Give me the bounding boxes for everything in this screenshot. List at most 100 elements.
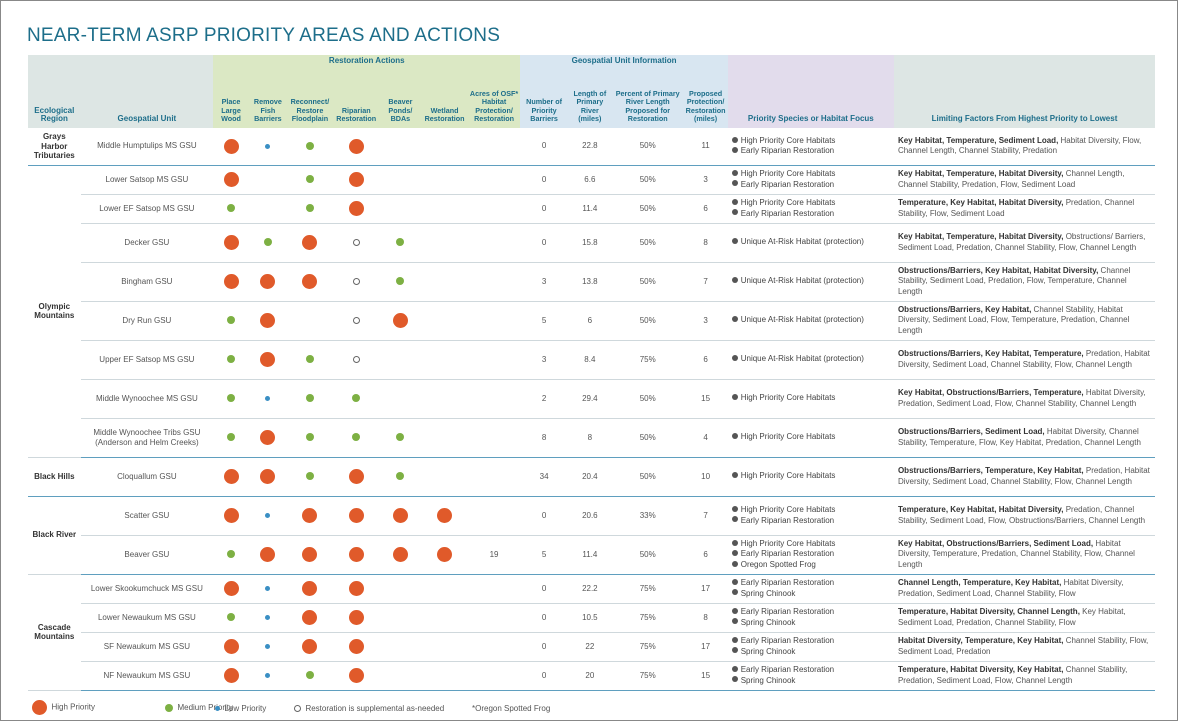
low-priority-dot-icon (265, 512, 271, 518)
acres-cell (467, 418, 521, 458)
action-cell-beaver-ponds (379, 262, 422, 302)
low-priority-dot-icon (265, 614, 271, 620)
high-priority-dot-icon (302, 639, 318, 654)
limiting-factors-primary: Key Habitat, Obstructions/Barriers, Sedi… (897, 538, 1094, 548)
action-cell-remove-fish-barriers (248, 496, 287, 536)
header-spacer-priority (727, 55, 894, 68)
percent-cell: 50% (611, 379, 684, 419)
priority-species-cell: High Priority Core Habitats Early Riparia… (727, 165, 894, 195)
region-cell: Black Hills (28, 457, 81, 497)
length-cell: 8.4 (567, 340, 612, 380)
action-cell-remove-fish-barriers (248, 223, 287, 263)
col-limiting-factors: Limiting Factors From Highest Priority t… (893, 68, 1155, 128)
length-cell: 13.8 (567, 262, 612, 302)
barriers-cell: 3 (520, 262, 568, 302)
action-cell-wetland-restoration (421, 128, 468, 166)
gsu-cell: Decker GSU (80, 223, 214, 263)
species-item: Oregon Spotted Frog (731, 560, 892, 571)
high-priority-dot-icon (223, 508, 239, 523)
action-cell-remove-fish-barriers (248, 535, 287, 575)
action-cell-wetland-restoration (421, 223, 468, 263)
limiting-factors-cell: Key Habitat, Obstructions/Barriers, Temp… (893, 379, 1155, 419)
low-priority-dot-icon (265, 585, 271, 591)
medium-priority-dot-icon (227, 550, 236, 559)
low-priority-dot-icon (265, 643, 271, 649)
species-label: Early Riparian Restoration (740, 578, 835, 587)
limiting-factors-secondary: Channel Stability, Flow, Sediment Load, … (897, 636, 1149, 656)
medium-priority-dot-icon (352, 433, 361, 442)
bullet-icon (731, 589, 738, 596)
bullet-icon (731, 180, 738, 187)
action-cell-place-large-wood (213, 379, 249, 419)
action-cell-wetland-restoration (421, 661, 468, 691)
gsu-cell: Upper EF Satsop MS GSU (80, 340, 214, 380)
action-cell-riparian-restoration (333, 418, 380, 458)
species-item: High Priority Core Habitats (731, 471, 892, 482)
action-cell-wetland-restoration (421, 301, 468, 341)
medium-priority-dot-icon (227, 613, 236, 622)
table-row: Black Hills Cloquallum GSU 34 20.4 50% 10 High… (28, 457, 1155, 497)
col-num-barriers: Number of Priority Barriers (520, 68, 568, 128)
priority-species-cell: Unique At-Risk Habitat (protection) (727, 262, 894, 302)
species-item: Early Riparian Restoration (731, 578, 892, 589)
medium-priority-dot-icon (305, 671, 314, 680)
species-item: Early Riparian Restoration (731, 209, 892, 220)
species-item: High Priority Core Habitats (731, 505, 892, 516)
low-priority-dot-icon (215, 706, 220, 712)
col-acres-osf: Acres of OSF* Habitat Protection/ Restor… (467, 68, 521, 128)
col-ecological-region: Ecological Region (28, 68, 81, 128)
acres-cell (467, 574, 521, 604)
action-cell-place-large-wood (213, 574, 249, 604)
length-cell: 15.8 (567, 223, 612, 263)
bullet-icon (731, 136, 738, 143)
species-item: High Priority Core Habitats (731, 169, 892, 180)
priority-species-cell: High Priority Core Habitats Early Riparia… (727, 128, 894, 166)
priority-species-cell: High Priority Core Habitats (727, 457, 894, 497)
region-cell: Grays Harbor Tributaries (28, 128, 81, 166)
length-cell: 22 (567, 632, 612, 662)
length-cell: 11.4 (567, 535, 612, 575)
species-label: High Priority Core Habitats (740, 471, 836, 481)
low-priority-dot-icon (265, 672, 271, 678)
limiting-factors-secondary: Channel Stability, Sediment Load, Predat… (897, 265, 1131, 296)
length-cell: 6 (567, 301, 612, 341)
acres-cell (467, 457, 521, 497)
limiting-factors-secondary: Channel Stability, Habitat Diversity, Se… (897, 304, 1130, 335)
acres-cell (467, 194, 521, 224)
action-cell-place-large-wood (213, 194, 249, 224)
limiting-factors-primary: Habitat Diversity, Temperature, Key Habi… (897, 636, 1064, 645)
barriers-cell: 2 (520, 379, 568, 419)
medium-priority-dot-icon (396, 433, 405, 442)
legend-supp: Restoration is supplemental as-needed (294, 704, 444, 713)
gsu-cell: Bingham GSU (80, 262, 214, 302)
species-item: Unique At-Risk Habitat (protection) (731, 237, 892, 248)
species-item: Spring Chinook (731, 647, 892, 658)
action-cell-remove-fish-barriers (248, 340, 287, 380)
header-spacer-left (28, 55, 214, 68)
high-priority-dot-icon (348, 469, 364, 484)
limiting-factors-secondary: Habitat Diversity, Channel Stability, Te… (897, 427, 1141, 447)
species-item: Spring Chinook (731, 618, 892, 629)
limiting-factors-cell: Temperature, Key Habitat, Habitat Divers… (893, 496, 1155, 536)
high-priority-dot-icon (223, 469, 239, 484)
bullet-icon (731, 505, 738, 512)
action-cell-place-large-wood (213, 632, 249, 662)
bullet-icon (731, 238, 738, 245)
medium-priority-dot-icon (305, 142, 314, 151)
gsu-cell: Cloquallum GSU (80, 457, 214, 497)
gsu-cell: Middle Wynoochee Tribs GSU (Anderson and… (80, 418, 214, 458)
action-cell-wetland-restoration (421, 535, 468, 575)
species-label: Unique At-Risk Habitat (protection) (740, 237, 864, 247)
table-row: Lower Newaukum MS GSU 0 10.5 75% 8 Early Ripa… (28, 603, 1155, 633)
priority-species-cell: Unique At-Risk Habitat (protection) (727, 301, 894, 341)
bullet-icon (731, 516, 738, 523)
high-priority-dot-icon (302, 581, 318, 596)
barriers-cell: 5 (520, 535, 568, 575)
action-cell-beaver-ponds (379, 128, 422, 166)
region-cell: Cascade Mountains (28, 574, 81, 691)
percent-cell: 75% (611, 603, 684, 633)
action-cell-remove-fish-barriers (248, 262, 287, 302)
action-cell-beaver-ponds (379, 661, 422, 691)
barriers-cell: 0 (520, 574, 568, 604)
table-row: Black River Scatter GSU 0 20.6 33% 7 High Prio… (28, 496, 1155, 575)
